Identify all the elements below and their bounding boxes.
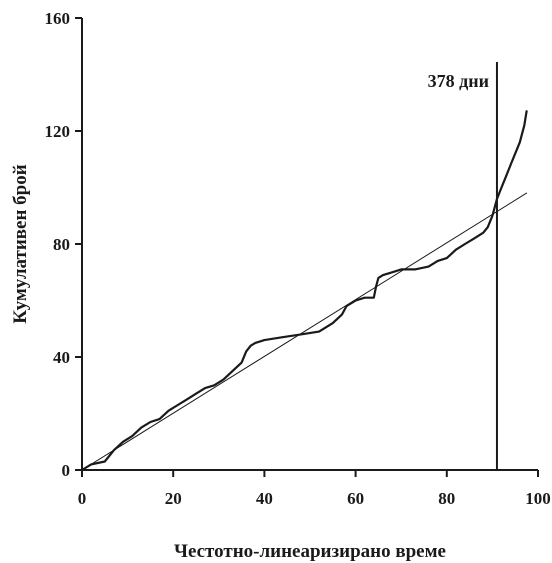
x-axis-ticks: 0 20 40 60 80 100 <box>78 470 551 508</box>
y-axis-title: Кумулативен брой <box>10 164 31 323</box>
y-tick-label: 40 <box>53 348 70 367</box>
trend-line <box>81 192 528 471</box>
x-tick-label: 60 <box>347 489 364 508</box>
y-tick-label: 80 <box>53 235 70 254</box>
x-tick-label: 0 <box>78 489 87 508</box>
y-axis-ticks: 0 40 80 120 160 <box>45 9 82 480</box>
y-tick-label: 160 <box>45 9 71 28</box>
y-tick-label: 120 <box>45 122 71 141</box>
y-tick-label: 0 <box>62 461 71 480</box>
x-tick-label: 80 <box>438 489 455 508</box>
cumulative-count-line <box>80 110 528 472</box>
plot-area: 0 20 40 60 80 100 0 40 80 120 160 378 дни <box>45 9 551 508</box>
x-tick-label: 100 <box>525 489 551 508</box>
x-tick-label: 20 <box>165 489 182 508</box>
x-axis-title: Честотно-линеаризирано време <box>174 541 446 562</box>
x-tick-label: 40 <box>256 489 273 508</box>
series-layer <box>80 110 528 472</box>
vertical-marker-label: 378 дни <box>428 71 489 91</box>
annotation-layer: 378 дни <box>428 62 498 470</box>
